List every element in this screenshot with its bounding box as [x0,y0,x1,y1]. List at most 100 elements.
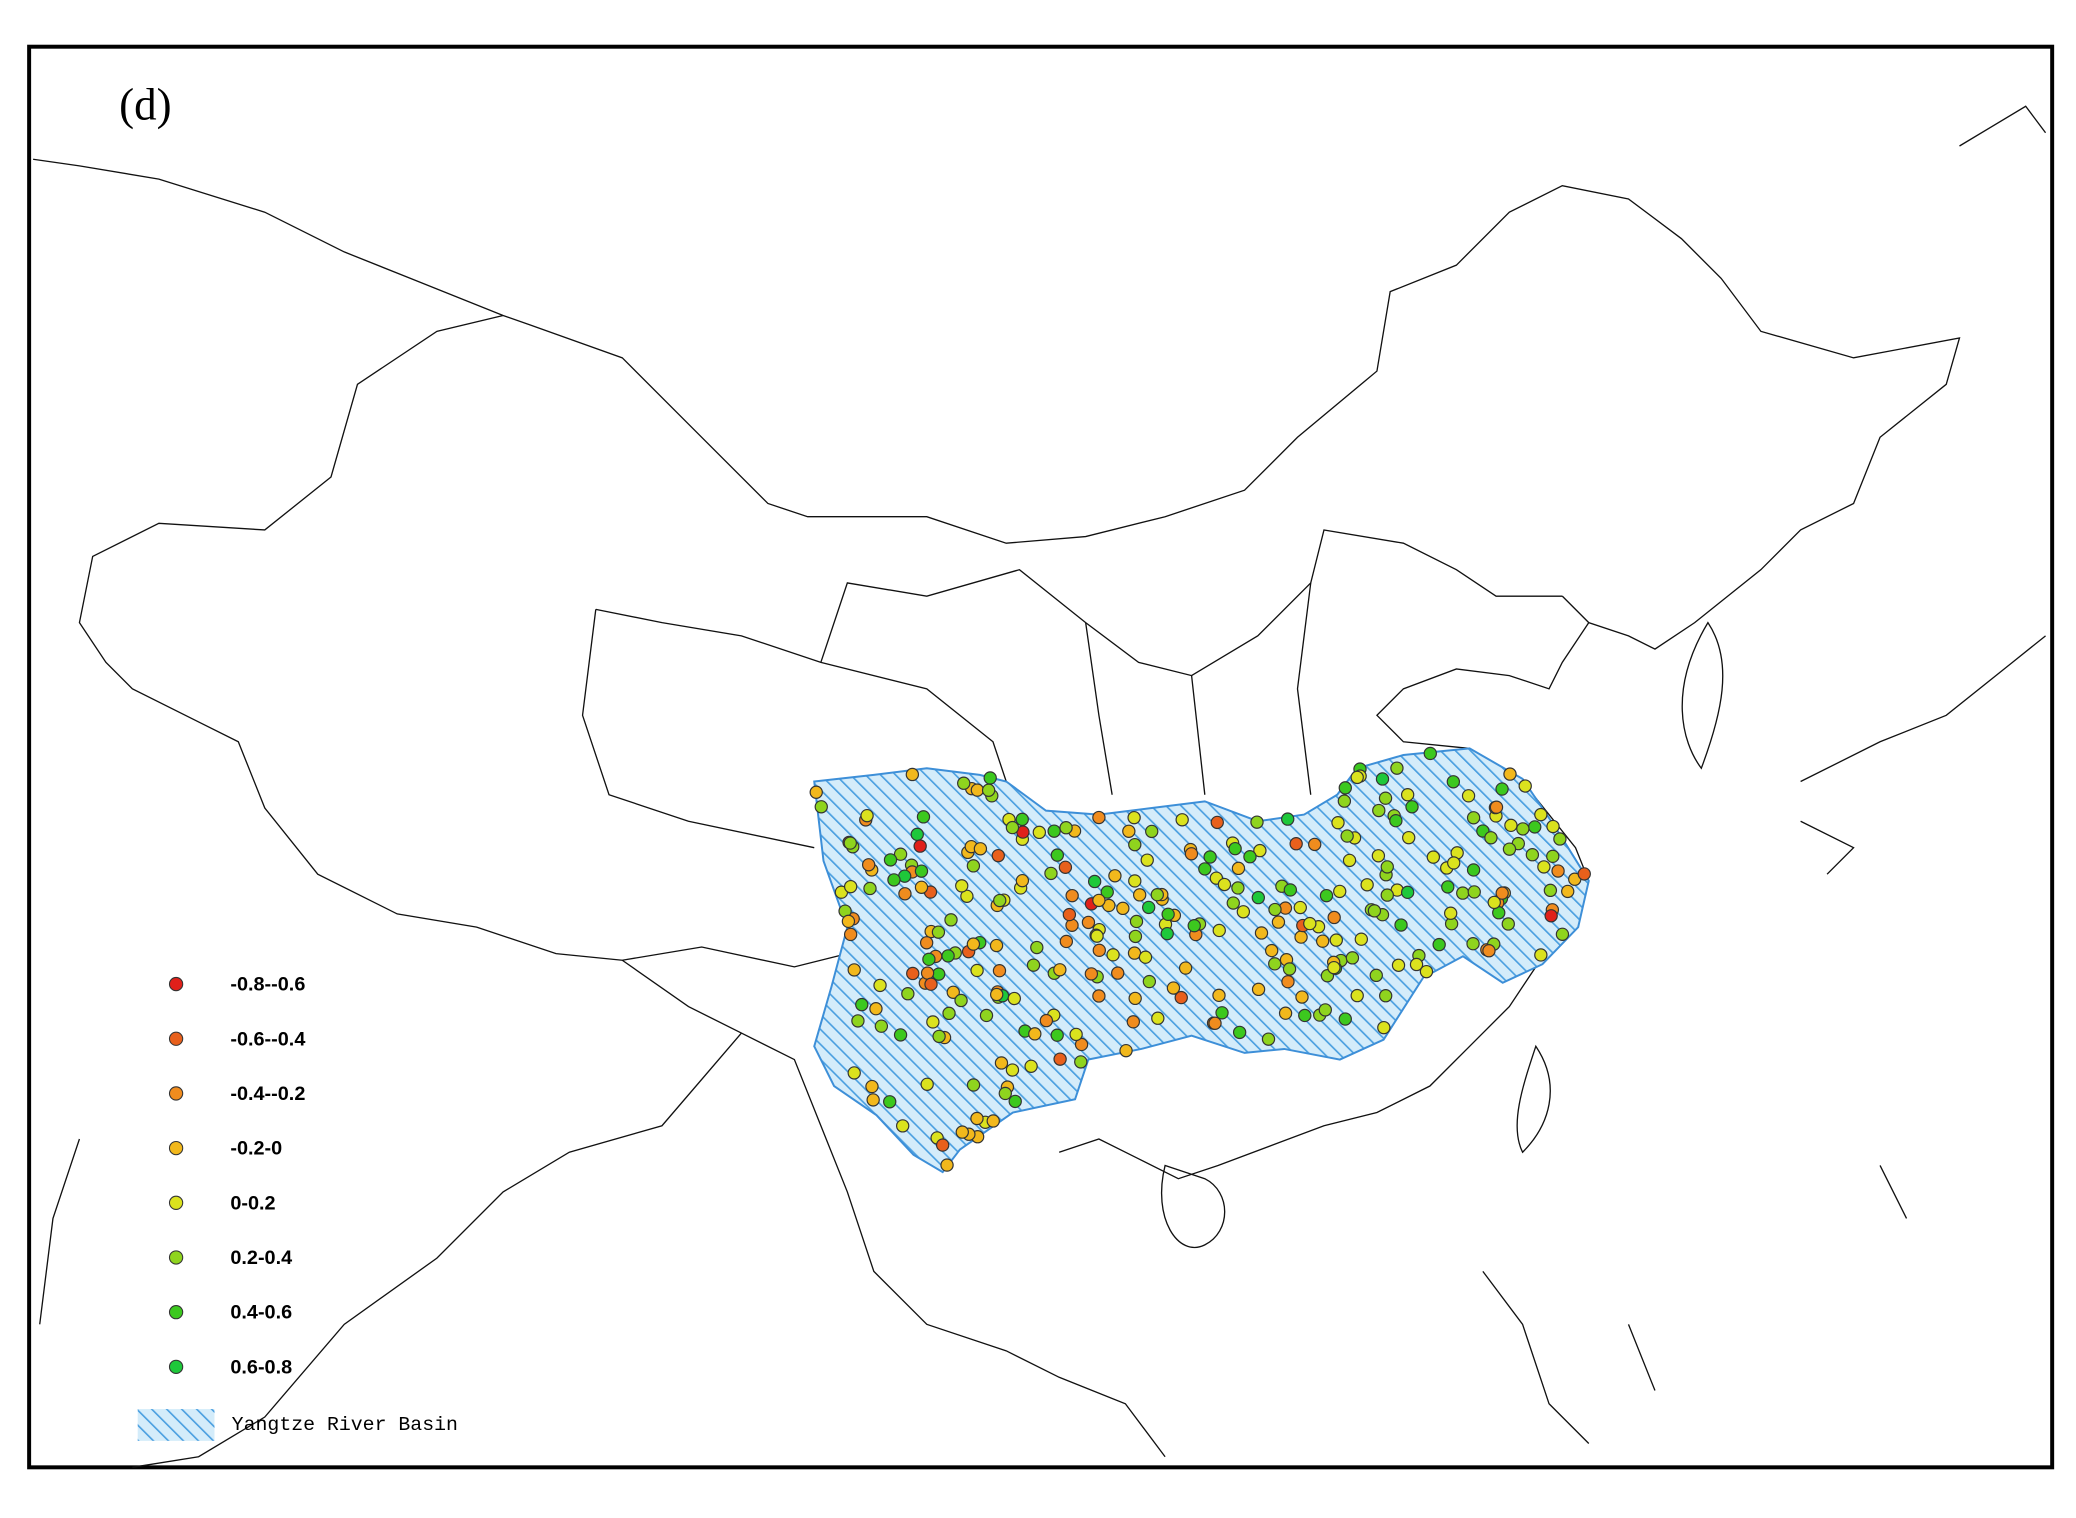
station [1015,812,1029,827]
station [989,938,1004,953]
station [926,1015,940,1029]
station [1142,974,1157,989]
station [873,978,887,993]
station [1243,850,1257,864]
station [1108,869,1122,883]
station [1577,867,1591,881]
station [1446,775,1461,789]
station [1268,902,1282,917]
station [1467,885,1481,899]
station [1518,779,1532,793]
station [1212,923,1226,938]
station [1119,1043,1133,1058]
station [1561,884,1575,899]
station [955,879,969,893]
station [887,873,901,887]
station [1441,880,1455,894]
station [843,879,858,894]
station [983,771,997,785]
station [1337,794,1352,808]
station [966,859,981,873]
station [1128,991,1142,1006]
station [1184,847,1199,861]
station [1487,895,1501,910]
station [1294,930,1308,944]
station [1281,812,1295,826]
station [1331,815,1345,830]
station [1400,788,1415,802]
station [1145,824,1159,839]
station [1232,1025,1247,1040]
station [1308,837,1322,852]
station [1394,918,1408,932]
station [922,952,936,967]
station [1069,1027,1083,1042]
station [1340,829,1354,843]
station [1315,934,1330,948]
station [1342,853,1357,868]
station [1402,830,1416,845]
station [1423,746,1437,761]
station [1208,1016,1222,1030]
station [1369,968,1383,983]
station [855,997,869,1012]
station [898,887,912,901]
legend-marker [168,1359,184,1374]
legend-marker [168,1250,184,1265]
station [931,925,946,939]
station [865,1079,879,1094]
station [919,936,934,950]
station [1360,878,1374,892]
station [1128,837,1142,852]
legend-marker [168,1086,184,1101]
station [1443,906,1458,920]
station [981,783,996,797]
station [946,985,960,999]
station [1278,1006,1293,1020]
station [1389,814,1403,828]
station [1345,951,1360,965]
station [1044,866,1058,881]
station [1007,991,1021,1006]
station [1074,1037,1089,1052]
station [1419,964,1434,979]
station [1525,848,1540,862]
station [1327,910,1341,925]
station [1178,961,1193,975]
station [1251,890,1265,905]
station [1504,818,1518,833]
station [1251,982,1266,997]
station [1111,966,1125,980]
station [1065,888,1079,903]
station [993,893,1007,908]
station [866,1093,880,1107]
station [1100,885,1114,899]
station [901,987,915,1001]
station [1495,782,1509,796]
station [1128,874,1142,888]
station [1377,1020,1391,1035]
station [913,839,927,853]
station [1008,1094,1022,1109]
station [924,977,938,991]
legend-marker [168,1305,184,1320]
station [1028,1027,1042,1041]
station [1502,842,1517,856]
station [916,810,931,824]
station [841,914,856,929]
station [1129,914,1144,929]
station [1128,929,1143,944]
station [992,964,1007,978]
station [935,1138,950,1152]
station [1282,962,1297,976]
station [1482,944,1496,958]
station [957,776,971,790]
station [1293,900,1307,915]
station [1546,819,1560,834]
station [1380,888,1394,902]
station [1391,958,1406,972]
station [986,1114,1000,1128]
station [1174,990,1188,1005]
station [1141,900,1156,915]
station [1516,822,1530,836]
